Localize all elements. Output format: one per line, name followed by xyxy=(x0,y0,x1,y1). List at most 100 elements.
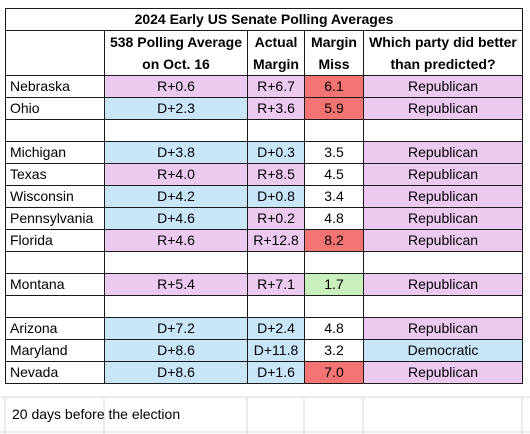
poll-average-cell: D+8.6 xyxy=(104,339,248,362)
poll-average-cell: D+4.6 xyxy=(104,207,248,230)
party-cell: Republican xyxy=(363,141,523,164)
actual-margin-cell: D+11.8 xyxy=(247,339,305,362)
poll-average-cell: D+8.6 xyxy=(104,361,248,384)
spacer-row xyxy=(5,251,523,274)
table-row: Arizona D+7.2 D+2.4 4.8 Republican xyxy=(5,317,523,340)
table-row: Texas R+4.0 R+8.5 4.5 Republican xyxy=(5,163,523,186)
party-cell: Republican xyxy=(363,97,523,120)
party-cell: Republican xyxy=(363,229,523,252)
header-actual-line2: Margin xyxy=(247,53,305,76)
state-cell: Florida xyxy=(5,229,105,252)
poll-average-cell: D+2.3 xyxy=(104,97,248,120)
spacer-cell xyxy=(247,295,305,318)
spacer-cell xyxy=(5,251,105,274)
actual-margin-cell: D+0.8 xyxy=(247,185,305,208)
header-blank xyxy=(5,53,105,76)
spacer-cell xyxy=(363,119,523,142)
spacer-cell xyxy=(104,119,248,142)
state-cell: Nevada xyxy=(5,361,105,384)
table-row: Montana R+5.4 R+7.1 1.7 Republican xyxy=(5,273,523,296)
header-row-2: on Oct. 16 Margin Miss than predicted? xyxy=(5,53,523,76)
poll-average-cell: R+0.6 xyxy=(104,75,248,98)
state-cell: Nebraska xyxy=(5,75,105,98)
actual-margin-cell: R+8.5 xyxy=(247,163,305,186)
actual-margin-cell: R+12.8 xyxy=(247,229,305,252)
spacer-cell xyxy=(304,251,364,274)
state-cell: Ohio xyxy=(5,97,105,120)
spacer-cell xyxy=(104,251,248,274)
spacer-cell xyxy=(363,295,523,318)
header-actual-line1: Actual xyxy=(247,30,305,53)
party-cell: Republican xyxy=(363,361,523,384)
state-cell: Pennsylvania xyxy=(5,207,105,230)
state-cell: Montana xyxy=(5,273,105,296)
margin-miss-cell: 8.2 xyxy=(304,229,364,252)
actual-margin-cell: D+0.3 xyxy=(247,141,305,164)
table-row: Nebraska R+0.6 R+6.7 6.1 Republican xyxy=(5,75,523,98)
state-cell: Arizona xyxy=(5,317,105,340)
actual-margin-cell: D+1.6 xyxy=(247,361,305,384)
actual-margin-cell: R+6.7 xyxy=(247,75,305,98)
party-cell: Republican xyxy=(363,185,523,208)
header-party-line2: than predicted? xyxy=(363,53,523,76)
table-row: Florida R+4.6 R+12.8 8.2 Republican xyxy=(5,229,523,252)
header-row-1: 538 Polling Average Actual Margin Which … xyxy=(5,30,523,53)
spacer-cell xyxy=(104,295,248,318)
state-cell: Maryland xyxy=(5,339,105,362)
header-miss-line2: Miss xyxy=(304,53,364,76)
table-row: Ohio D+2.3 R+3.6 5.9 Republican xyxy=(5,97,523,120)
actual-margin-cell: D+2.4 xyxy=(247,317,305,340)
party-cell: Democratic xyxy=(363,339,523,362)
party-cell: Republican xyxy=(363,163,523,186)
margin-miss-cell: 7.0 xyxy=(304,361,364,384)
spacer-cell xyxy=(304,295,364,318)
header-party-line1: Which party did better xyxy=(363,30,523,53)
poll-average-cell: R+5.4 xyxy=(104,273,248,296)
spacer-cell xyxy=(247,251,305,274)
table-row: Michigan D+3.8 D+0.3 3.5 Republican xyxy=(5,141,523,164)
margin-miss-cell: 4.5 xyxy=(304,163,364,186)
party-cell: Republican xyxy=(363,273,523,296)
actual-margin-cell: R+3.6 xyxy=(247,97,305,120)
footnote: 20 days before the election xyxy=(12,406,181,422)
table-title: 2024 Early US Senate Polling Averages xyxy=(5,8,523,31)
table-row: Nevada D+8.6 D+1.6 7.0 Republican xyxy=(5,361,523,384)
spacer-cell xyxy=(304,119,364,142)
party-cell: Republican xyxy=(363,75,523,98)
spacer-cell xyxy=(5,119,105,142)
spacer-cell xyxy=(363,251,523,274)
spacer-cell xyxy=(247,119,305,142)
poll-average-cell: R+4.0 xyxy=(104,163,248,186)
polling-table: 2024 Early US Senate Polling Averages 53… xyxy=(5,8,523,384)
table-row: Maryland D+8.6 D+11.8 3.2 Democratic xyxy=(5,339,523,362)
margin-miss-cell: 3.4 xyxy=(304,185,364,208)
header-miss-line1: Margin xyxy=(304,30,364,53)
header-poll-line2: on Oct. 16 xyxy=(104,53,248,76)
poll-average-cell: D+4.2 xyxy=(104,185,248,208)
actual-margin-cell: R+0.2 xyxy=(247,207,305,230)
title-row: 2024 Early US Senate Polling Averages xyxy=(5,8,523,31)
table-row: Pennsylvania D+4.6 R+0.2 4.8 Republican xyxy=(5,207,523,230)
state-cell: Texas xyxy=(5,163,105,186)
spacer-row xyxy=(5,119,523,142)
state-cell: Wisconsin xyxy=(5,185,105,208)
margin-miss-cell: 3.5 xyxy=(304,141,364,164)
header-poll-line1: 538 Polling Average xyxy=(104,30,248,53)
margin-miss-cell: 1.7 xyxy=(304,273,364,296)
margin-miss-cell: 3.2 xyxy=(304,339,364,362)
spacer-cell xyxy=(5,295,105,318)
poll-average-cell: D+3.8 xyxy=(104,141,248,164)
margin-miss-cell: 6.1 xyxy=(304,75,364,98)
party-cell: Republican xyxy=(363,207,523,230)
margin-miss-cell: 4.8 xyxy=(304,317,364,340)
spacer-row xyxy=(5,295,523,318)
actual-margin-cell: R+7.1 xyxy=(247,273,305,296)
poll-average-cell: D+7.2 xyxy=(104,317,248,340)
table-row: Wisconsin D+4.2 D+0.8 3.4 Republican xyxy=(5,185,523,208)
party-cell: Republican xyxy=(363,317,523,340)
margin-miss-cell: 4.8 xyxy=(304,207,364,230)
poll-average-cell: R+4.6 xyxy=(104,229,248,252)
margin-miss-cell: 5.9 xyxy=(304,97,364,120)
header-blank xyxy=(5,30,105,53)
